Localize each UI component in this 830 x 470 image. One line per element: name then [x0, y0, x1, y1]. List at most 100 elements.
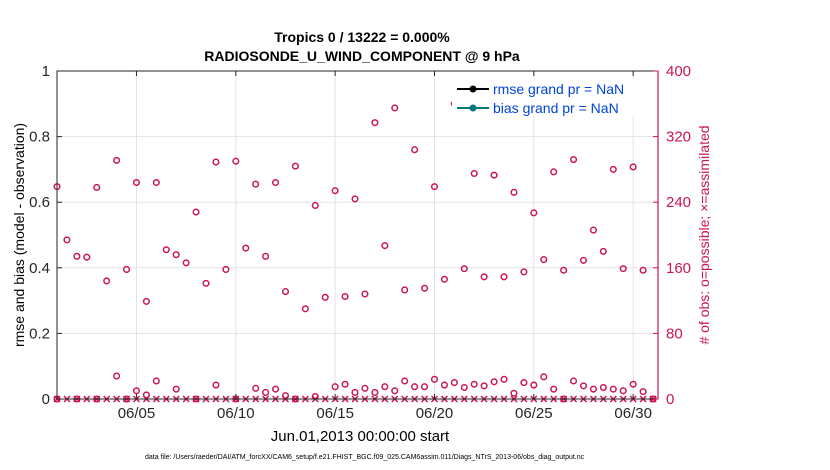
- y-left-tick-label: 0.2: [29, 325, 50, 342]
- y-axis-left-label: rmse and bias (model - observation): [11, 123, 27, 347]
- possible-obs-point: [480, 382, 488, 390]
- legend-bias-label: bias grand pr = NaN: [493, 100, 619, 116]
- x-axis-label: Jun.01,2013 00:00:00 start: [271, 428, 450, 445]
- possible-obs-point: [152, 377, 160, 385]
- possible-obs-point: [271, 178, 280, 187]
- x-tick-label: 06/25: [515, 405, 553, 422]
- possible-obs-point: [460, 383, 468, 392]
- possible-obs-point: [371, 119, 379, 127]
- possible-obs-point: [500, 273, 508, 281]
- y-right-tick-label: 400: [666, 63, 691, 80]
- possible-obs-point: [192, 208, 200, 216]
- y-right-tick-label: 0: [666, 391, 674, 408]
- possible-obs-point: [73, 252, 81, 260]
- possible-obs-point: [560, 266, 568, 274]
- possible-obs-point: [212, 381, 220, 389]
- possible-obs-point: [182, 259, 190, 267]
- y-left-tick-label: 1: [42, 63, 50, 80]
- possible-obs-point: [281, 288, 290, 296]
- possible-obs-point: [371, 388, 379, 396]
- possible-obs-point: [142, 391, 150, 399]
- possible-obs-point: [520, 268, 528, 276]
- possible-obs-point: [401, 286, 409, 294]
- possible-obs-point: [440, 381, 448, 389]
- possible-obs-point: [520, 379, 528, 387]
- possible-obs-point: [262, 388, 270, 396]
- possible-obs-point: [589, 385, 597, 393]
- possible-obs-point: [93, 183, 101, 191]
- possible-obs-point: [540, 373, 548, 381]
- possible-obs-point: [570, 377, 578, 385]
- possible-obs-point: [341, 380, 349, 388]
- possible-obs-point: [331, 187, 339, 195]
- y-right-tick-label: 80: [666, 325, 683, 342]
- possible-obs-point: [351, 195, 359, 203]
- y-left-tick-label: 0.8: [29, 129, 50, 146]
- possible-obs-point: [421, 383, 429, 391]
- possible-obs-point: [609, 165, 617, 173]
- possible-obs-point: [460, 265, 468, 273]
- possible-obs-point: [361, 290, 369, 298]
- axes: 06/05 06/10 06/15 06/20 06/25 06/30 0 0.2 0.4 0.6…: [29, 63, 691, 422]
- possible-obs-point: [152, 178, 160, 187]
- legend-box: [452, 79, 647, 116]
- data-file-footer: data file: /Users/raeder/DAI/ATM_forcXX/…: [145, 454, 585, 461]
- possible-obs-point: [172, 385, 180, 393]
- possible-obs-point: [530, 209, 538, 217]
- possible-obs-point: [430, 183, 439, 191]
- possible-obs-point: [291, 162, 299, 170]
- plot-area: [57, 71, 658, 399]
- legend-rmse-marker: [469, 85, 477, 93]
- x-tick-label: 06/20: [416, 405, 454, 422]
- possible-obs-point: [421, 284, 429, 292]
- y-left-tick-label: 0: [42, 391, 50, 408]
- possible-obs-point: [470, 380, 478, 388]
- possible-obs-point: [132, 387, 141, 395]
- possible-obs-point: [311, 201, 319, 210]
- possible-obs-point: [202, 279, 210, 287]
- possible-obs-point: [122, 265, 131, 273]
- possible-obs-point: [579, 382, 588, 390]
- possible-obs-point: [599, 247, 607, 255]
- possible-obs-point: [579, 256, 588, 264]
- possible-obs-point: [103, 277, 111, 285]
- possible-obs-point: [381, 242, 389, 250]
- possible-obs-point: [440, 275, 448, 283]
- possible-obs-point: [470, 169, 478, 178]
- possible-obs-point: [172, 251, 180, 259]
- possible-obs-point: [321, 293, 329, 301]
- possible-obs-point: [63, 236, 71, 244]
- possible-obs-point: [510, 188, 518, 196]
- possible-obs-point: [132, 178, 141, 187]
- possible-obs-point: [550, 168, 558, 176]
- possible-obs-point: [430, 375, 439, 383]
- y-right-tick-label: 320: [666, 129, 691, 146]
- possible-obs-point: [162, 246, 170, 254]
- possible-obs-point: [232, 157, 240, 165]
- x-tick-label: 06/05: [118, 405, 156, 422]
- possible-obs-point: [480, 273, 488, 281]
- possible-obs-point: [619, 265, 627, 273]
- possible-obs-point: [391, 387, 399, 395]
- possible-obs-point: [619, 387, 627, 395]
- possible-obs-point: [391, 104, 399, 112]
- possible-obs-point: [510, 389, 518, 397]
- possible-obs-point: [490, 171, 498, 179]
- possible-obs-point: [331, 383, 339, 391]
- possible-obs-point: [113, 372, 121, 380]
- legend-bias-marker: [469, 104, 477, 112]
- possible-obs-point: [589, 226, 597, 234]
- possible-obs-point: [570, 156, 578, 164]
- y-right-tick-label: 160: [666, 260, 691, 277]
- possible-obs-point: [341, 292, 349, 301]
- y-left-tick-label: 0.6: [29, 194, 50, 211]
- chart-title-line2: RADIOSONDE_U_WIND_COMPONENT @ 9 hPa: [204, 48, 520, 64]
- possible-obs-point: [262, 252, 270, 260]
- possible-obs-point: [629, 380, 637, 388]
- possible-obs-point: [401, 377, 409, 385]
- possible-obs-point: [629, 163, 637, 171]
- possible-obs-point: [252, 384, 260, 392]
- possible-obs-point: [500, 375, 508, 383]
